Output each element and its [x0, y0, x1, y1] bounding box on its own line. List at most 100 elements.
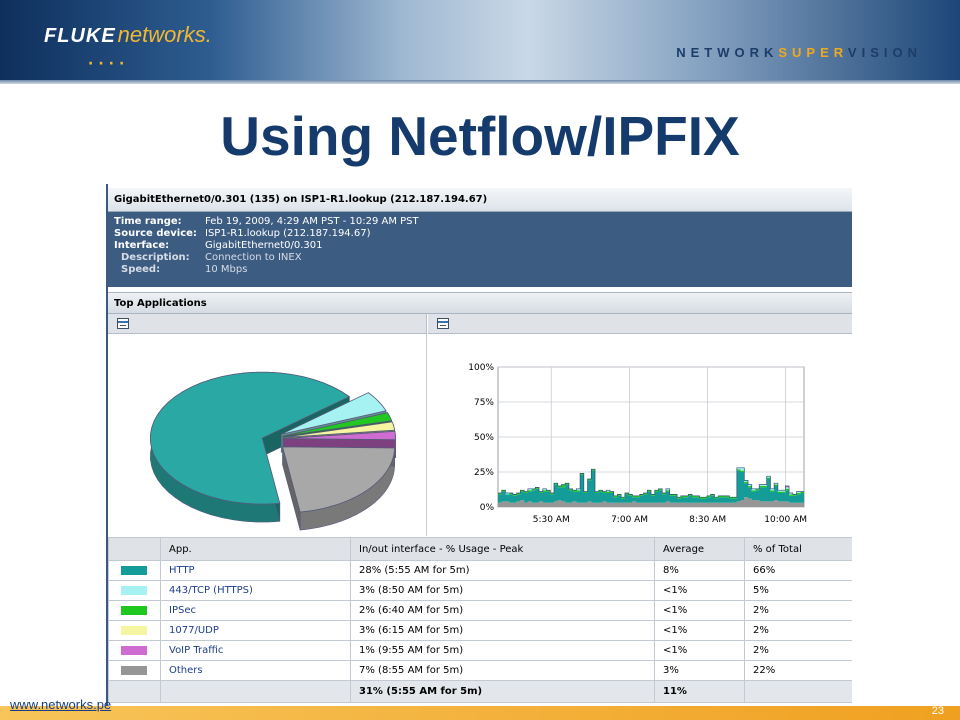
percent-total-cell: 5%: [744, 580, 852, 601]
y-tick-label: 50%: [474, 433, 494, 443]
table-total-row: 31% (5:55 AM for 5m) 11%: [108, 680, 852, 703]
info-value: Connection to INEX: [205, 252, 302, 263]
info-label: Description:: [121, 252, 190, 263]
average-cell: <1%: [654, 600, 745, 621]
pie-slices: [150, 371, 396, 531]
average-cell: <1%: [654, 580, 745, 601]
table-row[interactable]: IPSec 2% (6:40 AM for 5m) <1% 2%: [108, 600, 852, 621]
table-row[interactable]: HTTP 28% (5:55 AM for 5m) 8% 66%: [108, 560, 852, 581]
x-tick-label: 5:30 AM: [533, 515, 570, 525]
info-label: Source device:: [114, 228, 197, 239]
logo-fluke-text: FLUKE: [44, 25, 116, 47]
tagline-part-network: NETWORK: [676, 45, 779, 60]
table-row[interactable]: Others 7% (8:55 AM for 5m) 3% 22%: [108, 660, 852, 681]
chart-view-toolbar: [428, 314, 852, 334]
pie-chart: [150, 371, 396, 531]
peak-cell: 3% (6:15 AM for 5m): [350, 620, 655, 641]
total-peak-cell: 31% (5:55 AM for 5m): [350, 680, 655, 703]
y-tick-label: 75%: [474, 398, 494, 408]
info-label: Interface:: [114, 240, 170, 251]
legend-swatch: [121, 665, 147, 675]
percent-total-cell: 2%: [744, 620, 852, 641]
info-value: 10 Mbps: [205, 264, 248, 275]
percent-total-cell: 2%: [744, 600, 852, 621]
x-tick-label: 10:00 AM: [764, 515, 807, 525]
column-header-color: [108, 537, 161, 561]
average-cell: <1%: [654, 620, 745, 641]
info-value: Feb 19, 2009, 4:29 AM PST - 10:29 AM PST: [205, 216, 419, 227]
info-label: Time range:: [114, 216, 182, 227]
color-swatch-cell: [108, 620, 161, 641]
peak-cell: 7% (8:55 AM for 5m): [350, 660, 655, 681]
area-series-ipsec[interactable]: [498, 469, 804, 499]
info-label: Speed:: [121, 264, 161, 275]
app-cell[interactable]: 443/TCP (HTTPS): [160, 580, 351, 601]
info-row: Source device: ISP1-R1.lookup (212.187.19…: [114, 228, 852, 240]
netflow-report-panel: GigabitEthernet0/0.301 (135) on ISP1-R1.…: [106, 184, 852, 706]
info-row: Speed: 10 Mbps: [114, 264, 852, 276]
peak-cell: 28% (5:55 AM for 5m): [350, 560, 655, 581]
interface-header: GigabitEthernet0/0.301 (135) on ISP1-R1.…: [108, 188, 852, 212]
table-row[interactable]: VoIP Traffic 1% (9:55 AM for 5m) <1% 2%: [108, 640, 852, 661]
stack-top-line: [498, 467, 804, 498]
color-swatch-cell: [108, 560, 161, 581]
legend-swatch: [121, 565, 147, 575]
tagline-part-vision: VISION: [847, 45, 922, 60]
app-cell[interactable]: HTTP: [160, 560, 351, 581]
area-chart-area: 100% 75% 50% 25% 0% 5:30 AM 7:00 AM 8:30 AM 10:0…: [428, 334, 852, 536]
legend-swatch: [121, 625, 147, 635]
y-tick-label: 0%: [480, 503, 495, 513]
section-title-top-applications: Top Applications: [108, 292, 852, 314]
pie-slice-others[interactable]: [282, 446, 396, 531]
footer-website-link[interactable]: www.networks.pe: [10, 697, 112, 712]
logo-dots-decoration: ····: [88, 56, 130, 72]
pie-chart-area: [108, 334, 427, 536]
tagline: NETWORKSUPERVISION: [676, 45, 922, 60]
table-header-row: App. In/out interface - % Usage - Peak A…: [108, 537, 852, 561]
color-swatch-cell: [108, 660, 161, 681]
info-value: ISP1-R1.lookup (212.187.194.67): [205, 228, 371, 239]
total-app-cell: [160, 680, 351, 703]
percent-total-cell: 66%: [744, 560, 852, 581]
color-swatch-cell: [108, 640, 161, 661]
applications-table: App. In/out interface - % Usage - Peak A…: [108, 537, 852, 703]
app-cell[interactable]: Others: [160, 660, 351, 681]
info-row: Description: Connection to INEX: [114, 252, 852, 264]
total-blank-cell: [108, 680, 161, 703]
column-header-average[interactable]: Average: [654, 537, 745, 561]
peak-cell: 2% (6:40 AM for 5m): [350, 600, 655, 621]
percent-total-cell: 22%: [744, 660, 852, 681]
table-row[interactable]: 1077/UDP 3% (6:15 AM for 5m) <1% 2%: [108, 620, 852, 641]
logo-networks-text: networks.: [117, 22, 212, 47]
total-average-cell: 11%: [654, 680, 745, 703]
peak-cell: 3% (8:50 AM for 5m): [350, 580, 655, 601]
column-header-percent-total[interactable]: % of Total: [744, 537, 852, 561]
y-tick-label: 25%: [474, 468, 494, 478]
total-percent-cell: [744, 680, 852, 703]
header-banner: FLUKEnetworks. ···· NETWORKSUPERVISION: [0, 0, 960, 84]
tagline-part-super: SUPER: [778, 45, 848, 60]
table-view-icon[interactable]: [117, 318, 129, 329]
footer-bar: [0, 706, 960, 720]
slide-title: Using Netflow/IPFIX: [220, 105, 740, 167]
percent-total-cell: 2%: [744, 640, 852, 661]
area-chart-plot: 100% 75% 50% 25% 0% 5:30 AM 7:00 AM 8:30 AM 10:0…: [468, 363, 807, 525]
interface-info-box: Time range: Feb 19, 2009, 4:29 AM PST - 1…: [108, 212, 852, 287]
column-header-app[interactable]: App.: [160, 537, 351, 561]
area-series-http[interactable]: [498, 470, 804, 503]
x-tick-label: 8:30 AM: [689, 515, 726, 525]
app-cell[interactable]: IPSec: [160, 600, 351, 621]
legend-swatch: [121, 645, 147, 655]
table-row[interactable]: 443/TCP (HTTPS) 3% (8:50 AM for 5m) <1% 5%: [108, 580, 852, 601]
area-series-others[interactable]: [498, 497, 804, 507]
app-cell[interactable]: VoIP Traffic: [160, 640, 351, 661]
column-header-peak[interactable]: In/out interface - % Usage - Peak: [350, 537, 655, 561]
y-tick-label: 100%: [468, 363, 494, 373]
average-cell: 8%: [654, 560, 745, 581]
info-row: Interface: GigabitEthernet0/0.301: [114, 240, 852, 252]
app-cell[interactable]: 1077/UDP: [160, 620, 351, 641]
table-view-icon[interactable]: [437, 318, 449, 329]
info-value: GigabitEthernet0/0.301: [205, 240, 323, 251]
color-swatch-cell: [108, 580, 161, 601]
info-row: Time range: Feb 19, 2009, 4:29 AM PST - 1…: [114, 216, 852, 228]
